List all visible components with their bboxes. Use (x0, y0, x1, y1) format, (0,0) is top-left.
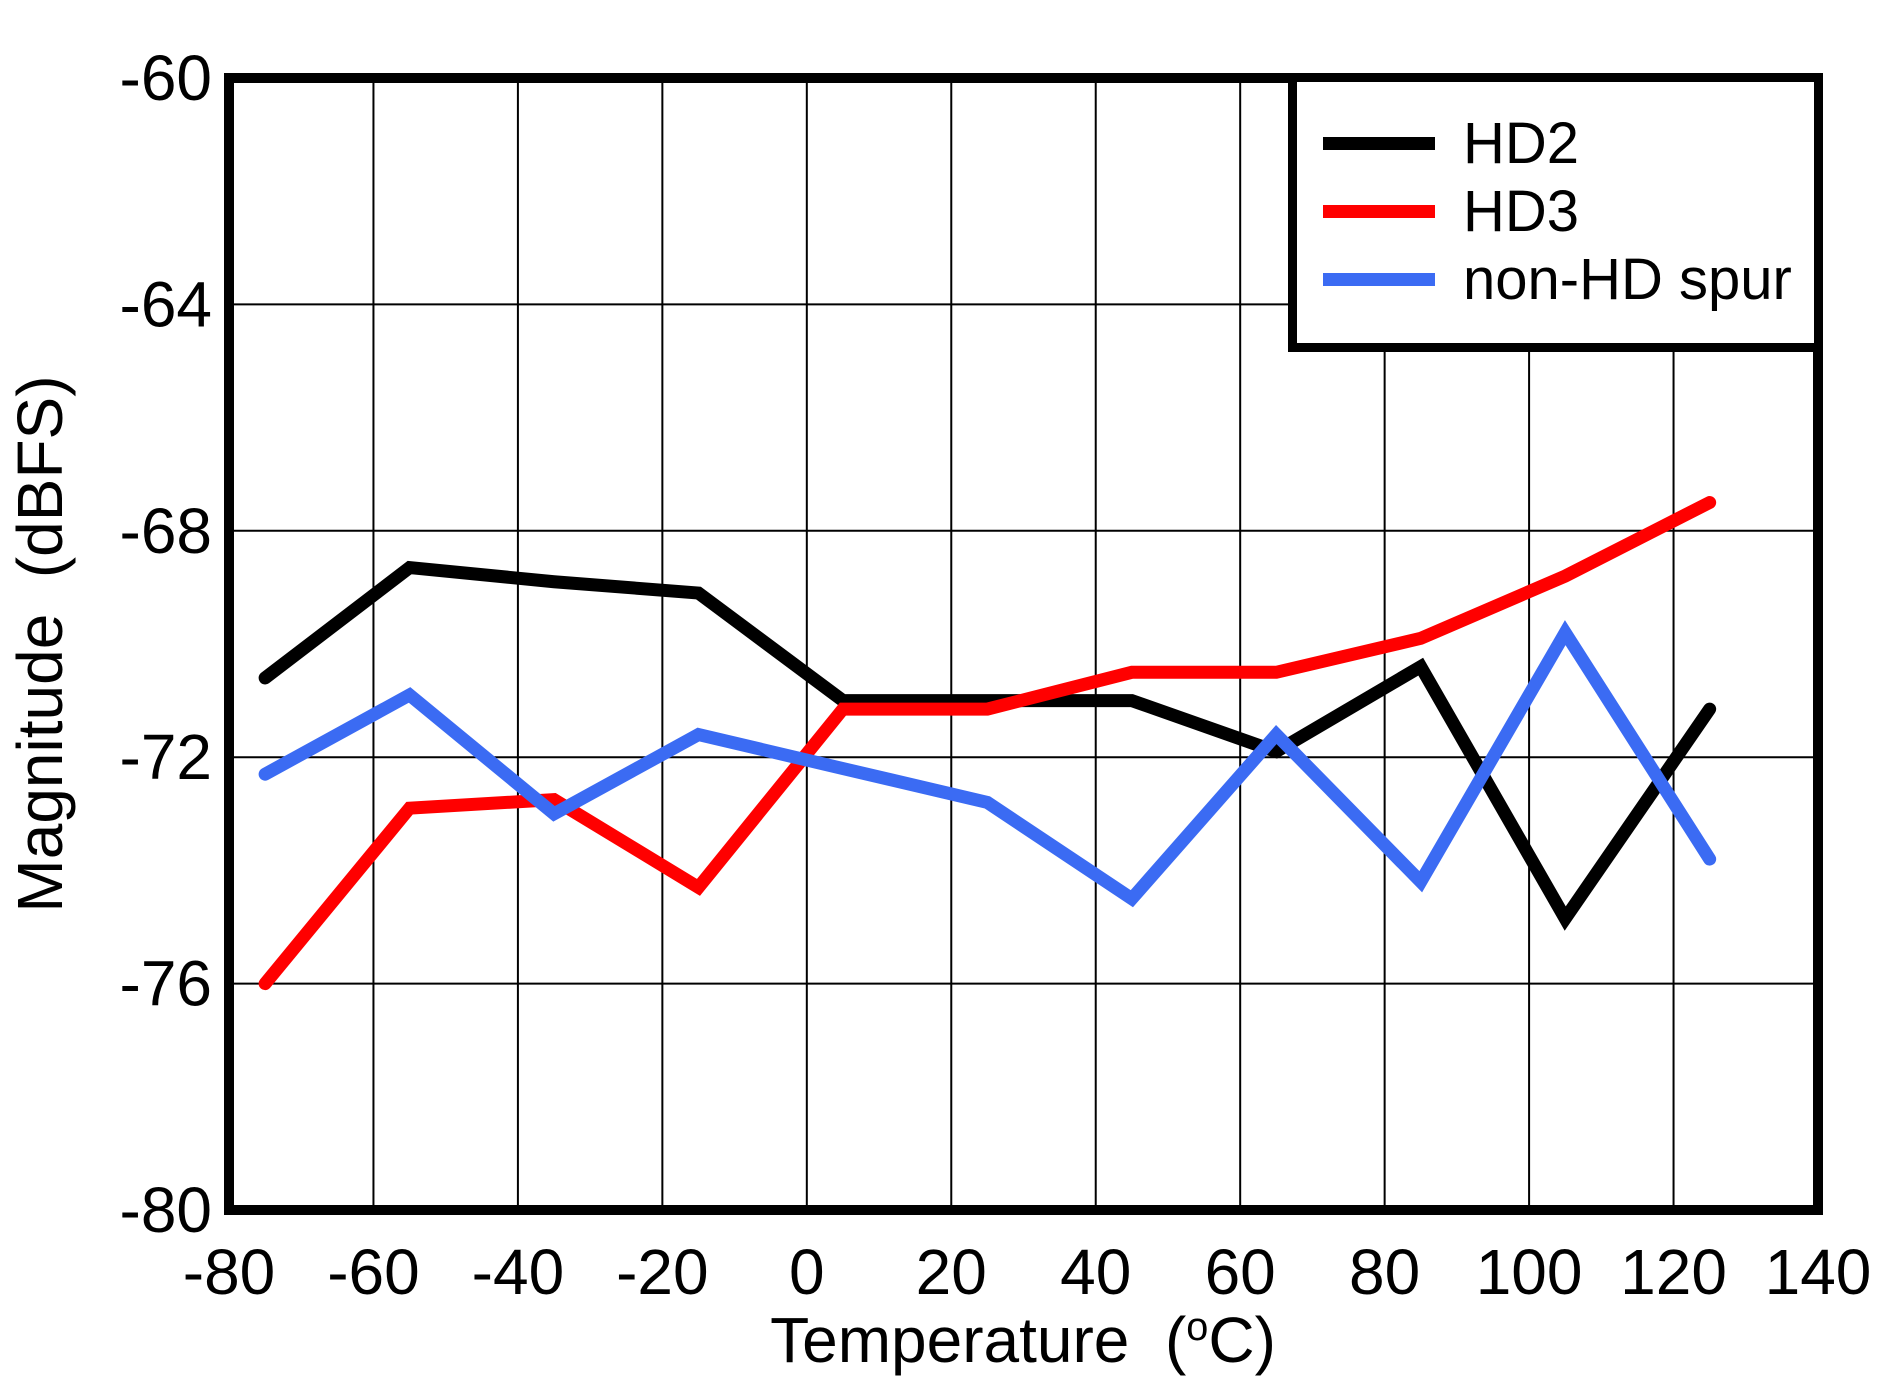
degree-superscript: o (1186, 1305, 1209, 1350)
x-tick-label: 120 (1620, 1236, 1727, 1308)
x-tick-label: -80 (183, 1236, 276, 1308)
y-tick-label: -72 (120, 721, 213, 793)
x-tick-label: 100 (1476, 1236, 1583, 1308)
legend-label-hd3: HD3 (1463, 178, 1580, 244)
series-line-non-hd-spur (258, 620, 1717, 908)
x-axis-title-text: Temperature ( (770, 1304, 1187, 1376)
plot-frame (224, 73, 1823, 1215)
y-tick-label: -64 (120, 268, 213, 340)
legend-item-hd3: HD3 (1323, 177, 1814, 245)
series-line-hd3 (258, 496, 1717, 991)
y-tick-label: -76 (120, 948, 213, 1020)
legend-swatch-non-hd-spur (1323, 272, 1435, 286)
x-tick-label: -20 (616, 1236, 709, 1308)
x-tick-label: 60 (1205, 1236, 1276, 1308)
x-tick-label: 20 (916, 1236, 987, 1308)
legend-label-hd2: HD2 (1463, 110, 1580, 176)
y-axis-title: Magnitude (dBFS) (4, 375, 76, 913)
legend-swatch-hd2 (1323, 136, 1435, 150)
series-line-hd2 (258, 560, 1717, 931)
legend: HD2 HD3 non-HD spur (1288, 73, 1823, 352)
x-tick-label: 0 (789, 1236, 825, 1308)
legend-item-hd2: HD2 (1323, 109, 1814, 177)
x-axis-title: Temperature (oC) (770, 1303, 1276, 1377)
legend-item-non-hd-spur: non-HD spur (1323, 245, 1814, 313)
x-axis-title-unit: C) (1208, 1304, 1276, 1376)
x-tick-label: 140 (1765, 1236, 1872, 1308)
y-tick-label: -60 (120, 42, 213, 114)
legend-swatch-hd3 (1323, 204, 1435, 218)
x-tick-label: 40 (1060, 1236, 1131, 1308)
y-tick-label: -68 (120, 495, 213, 567)
y-tick-label: -80 (120, 1174, 213, 1246)
x-tick-label: -60 (327, 1236, 420, 1308)
legend-label-non-hd-spur: non-HD spur (1463, 246, 1792, 312)
x-tick-label: -40 (472, 1236, 565, 1308)
x-tick-label: 80 (1349, 1236, 1420, 1308)
